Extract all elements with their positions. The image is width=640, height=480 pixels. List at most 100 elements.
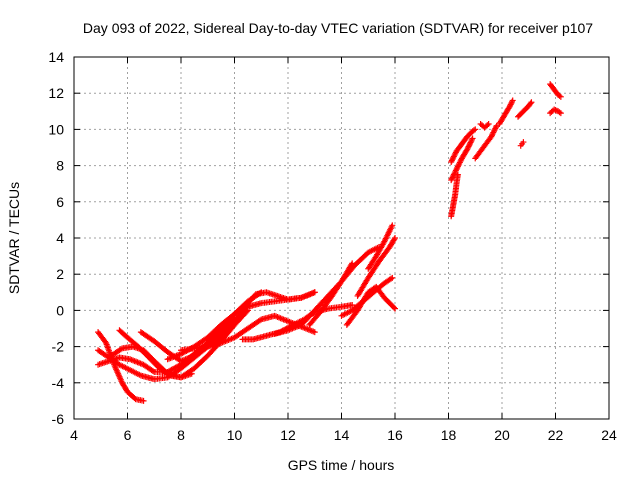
data-point (311, 329, 318, 336)
data-point (455, 162, 462, 169)
data-point (466, 140, 473, 147)
y-tick-label: 14 (48, 49, 64, 65)
y-axis-label: SDTVAR / TECUs (6, 182, 22, 294)
data-point (527, 100, 534, 107)
data-point (488, 132, 495, 139)
series-arc-24 (517, 139, 527, 149)
x-tick-label: 24 (601, 427, 617, 443)
data-point (450, 153, 457, 160)
data-point (557, 93, 564, 100)
data-point (165, 371, 172, 378)
x-tick-label: 12 (280, 427, 296, 443)
x-tick-label: 8 (177, 427, 185, 443)
data-point (311, 289, 318, 296)
series-arc-12 (306, 260, 356, 328)
data-point (509, 97, 516, 104)
data-point (490, 129, 497, 136)
data-point (551, 106, 558, 113)
y-tick-label: -4 (52, 375, 65, 391)
data-point (466, 142, 473, 149)
data-point (389, 274, 396, 281)
y-tick-label: 10 (48, 121, 64, 137)
x-tick-label: 6 (124, 427, 132, 443)
data-point (348, 261, 355, 268)
data-point (451, 170, 458, 177)
series-arc-9 (210, 289, 318, 350)
data-point (464, 144, 471, 151)
data-point (491, 126, 498, 133)
data-points (95, 81, 564, 404)
y-tick-label: 6 (56, 194, 64, 210)
data-point (457, 158, 464, 165)
data-point (450, 154, 457, 161)
data-point (488, 133, 495, 140)
data-point (528, 99, 535, 106)
series-arc-15 (343, 283, 398, 328)
y-tick-label: -2 (52, 339, 65, 355)
data-point (392, 235, 398, 241)
data-point (454, 164, 461, 171)
data-point (117, 346, 124, 353)
data-point (484, 122, 491, 129)
data-point (448, 177, 455, 184)
data-point (557, 110, 564, 117)
x-axis-label: GPS time / hours (288, 457, 395, 473)
data-point (349, 260, 356, 267)
x-tick-label: 18 (441, 427, 457, 443)
data-point (448, 175, 455, 182)
data-point (456, 160, 463, 167)
series-arc-22 (496, 97, 516, 127)
data-point (451, 152, 458, 159)
series-arc-1 (95, 329, 147, 404)
series-arc-21 (477, 120, 492, 131)
data-point (453, 166, 460, 173)
y-tick-label: -6 (52, 411, 65, 427)
data-point (449, 156, 456, 163)
y-tick-label: 0 (56, 302, 64, 318)
series-arc-23 (515, 99, 535, 120)
y-tick-label: 12 (48, 85, 64, 101)
data-point (552, 107, 559, 114)
data-point (489, 130, 496, 137)
y-tick-label: 8 (56, 158, 64, 174)
data-point (452, 167, 459, 174)
x-tick-label: 14 (334, 427, 350, 443)
data-point (556, 92, 563, 99)
series-arc-19 (448, 135, 476, 184)
x-tick-label: 20 (494, 427, 510, 443)
data-point (131, 395, 138, 402)
data-point (448, 158, 455, 165)
series-arc-26 (547, 106, 564, 117)
series-arc-20 (472, 122, 500, 162)
data-point (449, 174, 456, 181)
data-point (492, 124, 499, 131)
data-point (387, 275, 394, 282)
data-point (507, 101, 514, 108)
series-arc-17 (448, 171, 461, 220)
x-tick-label: 22 (548, 427, 564, 443)
data-point (149, 368, 156, 375)
data-point (390, 304, 397, 311)
data-point (490, 128, 497, 135)
data-point (448, 157, 455, 164)
data-point (469, 135, 476, 142)
series-arc-18 (448, 126, 479, 165)
data-point (391, 236, 398, 243)
data-point (509, 98, 516, 105)
data-point (556, 109, 563, 116)
data-point (256, 317, 263, 324)
data-point (468, 138, 475, 145)
data-point (454, 163, 461, 170)
x-tick-label: 16 (387, 427, 403, 443)
series-arc-16 (365, 222, 396, 272)
data-point (464, 146, 471, 153)
data-point (468, 136, 475, 143)
data-point (492, 125, 499, 132)
data-point (140, 397, 147, 404)
data-point (349, 301, 356, 308)
data-point (452, 150, 459, 157)
data-point (485, 120, 492, 127)
data-point (392, 305, 398, 312)
